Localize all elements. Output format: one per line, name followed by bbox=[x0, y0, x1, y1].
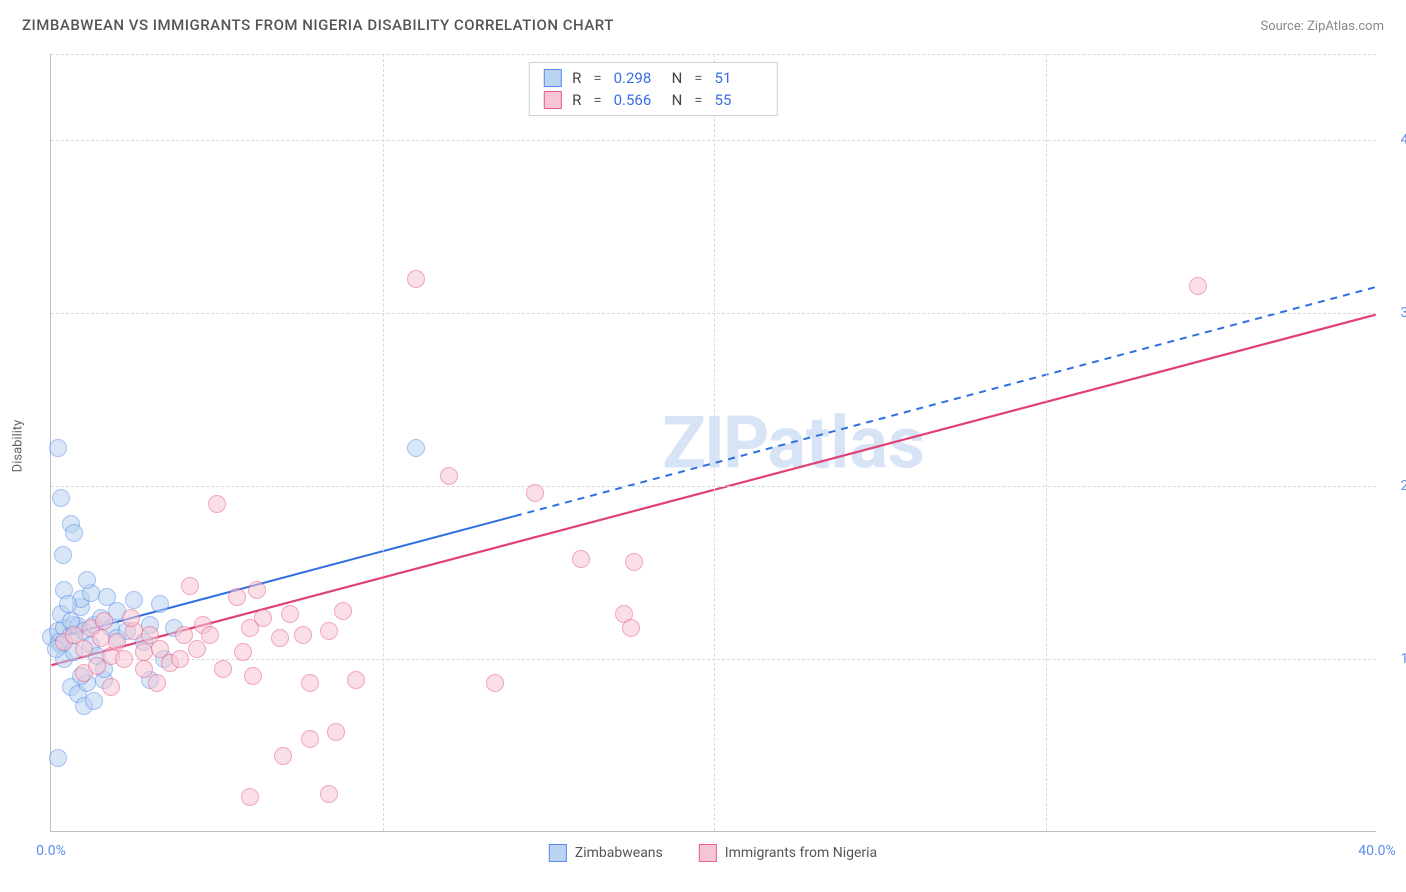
source-attribution: Source: ZipAtlas.com bbox=[1260, 19, 1384, 34]
scatter-point-nigeria bbox=[115, 650, 133, 668]
y-tick-label: 10.0% bbox=[1382, 651, 1406, 667]
watermark-atlas: atlas bbox=[767, 401, 924, 486]
scatter-point-nigeria bbox=[135, 643, 153, 661]
scatter-point-nigeria bbox=[440, 467, 458, 485]
scatter-point-nigeria bbox=[102, 678, 120, 696]
stat-n-label: N bbox=[672, 91, 683, 109]
scatter-point-nigeria bbox=[148, 674, 166, 692]
stat-r-label: R bbox=[572, 91, 581, 109]
scatter-point-zimbabweans bbox=[65, 524, 83, 542]
scatter-point-zimbabweans bbox=[85, 692, 103, 710]
scatter-point-zimbabweans bbox=[98, 588, 116, 606]
y-tick-label: 40.0% bbox=[1382, 132, 1406, 148]
gridline-vertical bbox=[714, 54, 715, 831]
scatter-point-nigeria bbox=[274, 747, 292, 765]
y-tick-label: 20.0% bbox=[1382, 478, 1406, 494]
legend-label-nigeria: Immigrants from Nigeria bbox=[725, 845, 877, 861]
scatter-point-nigeria bbox=[75, 640, 93, 658]
scatter-point-nigeria bbox=[241, 788, 259, 806]
scatter-point-nigeria bbox=[334, 602, 352, 620]
scatter-point-nigeria bbox=[201, 626, 219, 644]
scatter-point-nigeria bbox=[228, 588, 246, 606]
swatch-nigeria bbox=[699, 844, 717, 862]
scatter-point-nigeria bbox=[407, 270, 425, 288]
scatter-point-nigeria bbox=[171, 650, 189, 668]
scatter-point-nigeria bbox=[214, 660, 232, 678]
stat-r-value-nigeria: 0.566 bbox=[614, 91, 662, 109]
scatter-point-nigeria bbox=[234, 643, 252, 661]
trendline-zimbabweans-dashed bbox=[515, 287, 1376, 516]
legend-label-zimbabweans: Zimbabweans bbox=[575, 845, 663, 861]
scatter-point-nigeria bbox=[320, 622, 338, 640]
swatch-zimbabweans bbox=[549, 844, 567, 862]
swatch-zimbabweans bbox=[544, 69, 562, 87]
scatter-point-nigeria bbox=[622, 619, 640, 637]
gridline-vertical bbox=[383, 54, 384, 831]
scatter-point-nigeria bbox=[92, 629, 110, 647]
scatter-point-nigeria bbox=[327, 723, 345, 741]
scatter-point-zimbabweans bbox=[151, 595, 169, 613]
scatter-point-nigeria bbox=[271, 629, 289, 647]
legend-item-nigeria: Immigrants from Nigeria bbox=[699, 844, 877, 862]
scatter-point-zimbabweans bbox=[49, 749, 67, 767]
scatter-point-zimbabweans bbox=[78, 571, 96, 589]
equals-sign: = bbox=[591, 69, 603, 87]
scatter-point-nigeria bbox=[625, 553, 643, 571]
stats-row-zimbabweans: R = 0.298 N = 51 bbox=[530, 67, 776, 89]
scatter-point-zimbabweans bbox=[125, 591, 143, 609]
scatter-point-zimbabweans bbox=[54, 546, 72, 564]
scatter-point-nigeria bbox=[1189, 277, 1207, 295]
stat-n-value-zimbabweans: 51 bbox=[715, 69, 763, 87]
scatter-point-nigeria bbox=[244, 667, 262, 685]
equals-sign: = bbox=[591, 91, 603, 109]
scatter-point-nigeria bbox=[108, 633, 126, 651]
stat-r-label: R bbox=[572, 69, 581, 87]
correlation-stats-box: R = 0.298 N = 51 R = 0.566 N = 55 bbox=[529, 62, 777, 116]
legend-item-zimbabweans: Zimbabweans bbox=[549, 844, 663, 862]
scatter-point-zimbabweans bbox=[407, 439, 425, 457]
scatter-point-nigeria bbox=[254, 609, 272, 627]
chart-title: ZIMBABWEAN VS IMMIGRANTS FROM NIGERIA DI… bbox=[22, 16, 614, 34]
scatter-point-nigeria bbox=[301, 674, 319, 692]
equals-sign: = bbox=[692, 91, 704, 109]
swatch-nigeria bbox=[544, 91, 562, 109]
title-bar: ZIMBABWEAN VS IMMIGRANTS FROM NIGERIA DI… bbox=[22, 16, 1384, 34]
plot-container: ZIPatlas 10.0%20.0%30.0%40.0%0.0%40.0% R… bbox=[50, 54, 1376, 832]
scatter-point-nigeria bbox=[248, 581, 266, 599]
scatter-point-nigeria bbox=[526, 484, 544, 502]
scatter-point-nigeria bbox=[95, 612, 113, 630]
stat-r-value-zimbabweans: 0.298 bbox=[614, 69, 662, 87]
scatter-point-nigeria bbox=[88, 657, 106, 675]
scatter-point-nigeria bbox=[572, 550, 590, 568]
scatter-point-nigeria bbox=[486, 674, 504, 692]
plot-area: ZIPatlas 10.0%20.0%30.0%40.0%0.0%40.0% bbox=[50, 54, 1376, 832]
x-tick-label: 0.0% bbox=[36, 843, 66, 859]
scatter-point-nigeria bbox=[208, 495, 226, 513]
scatter-point-nigeria bbox=[281, 605, 299, 623]
legend-bottom: Zimbabweans Immigrants from Nigeria bbox=[549, 844, 877, 862]
x-tick-label: 40.0% bbox=[1358, 843, 1396, 859]
scatter-point-nigeria bbox=[347, 671, 365, 689]
gridline-vertical bbox=[1046, 54, 1047, 831]
stat-n-label: N bbox=[672, 69, 683, 87]
scatter-point-zimbabweans bbox=[49, 439, 67, 457]
equals-sign: = bbox=[692, 69, 704, 87]
y-tick-label: 30.0% bbox=[1382, 305, 1406, 321]
scatter-point-nigeria bbox=[181, 577, 199, 595]
scatter-point-nigeria bbox=[320, 785, 338, 803]
watermark: ZIPatlas bbox=[662, 401, 925, 486]
stats-row-nigeria: R = 0.566 N = 55 bbox=[530, 89, 776, 111]
scatter-point-zimbabweans bbox=[59, 595, 77, 613]
scatter-point-nigeria bbox=[188, 640, 206, 658]
scatter-point-nigeria bbox=[301, 730, 319, 748]
scatter-point-zimbabweans bbox=[52, 489, 70, 507]
y-axis-label: Disability bbox=[11, 420, 26, 473]
stat-n-value-nigeria: 55 bbox=[715, 91, 763, 109]
scatter-point-nigeria bbox=[294, 626, 312, 644]
scatter-point-nigeria bbox=[122, 609, 140, 627]
